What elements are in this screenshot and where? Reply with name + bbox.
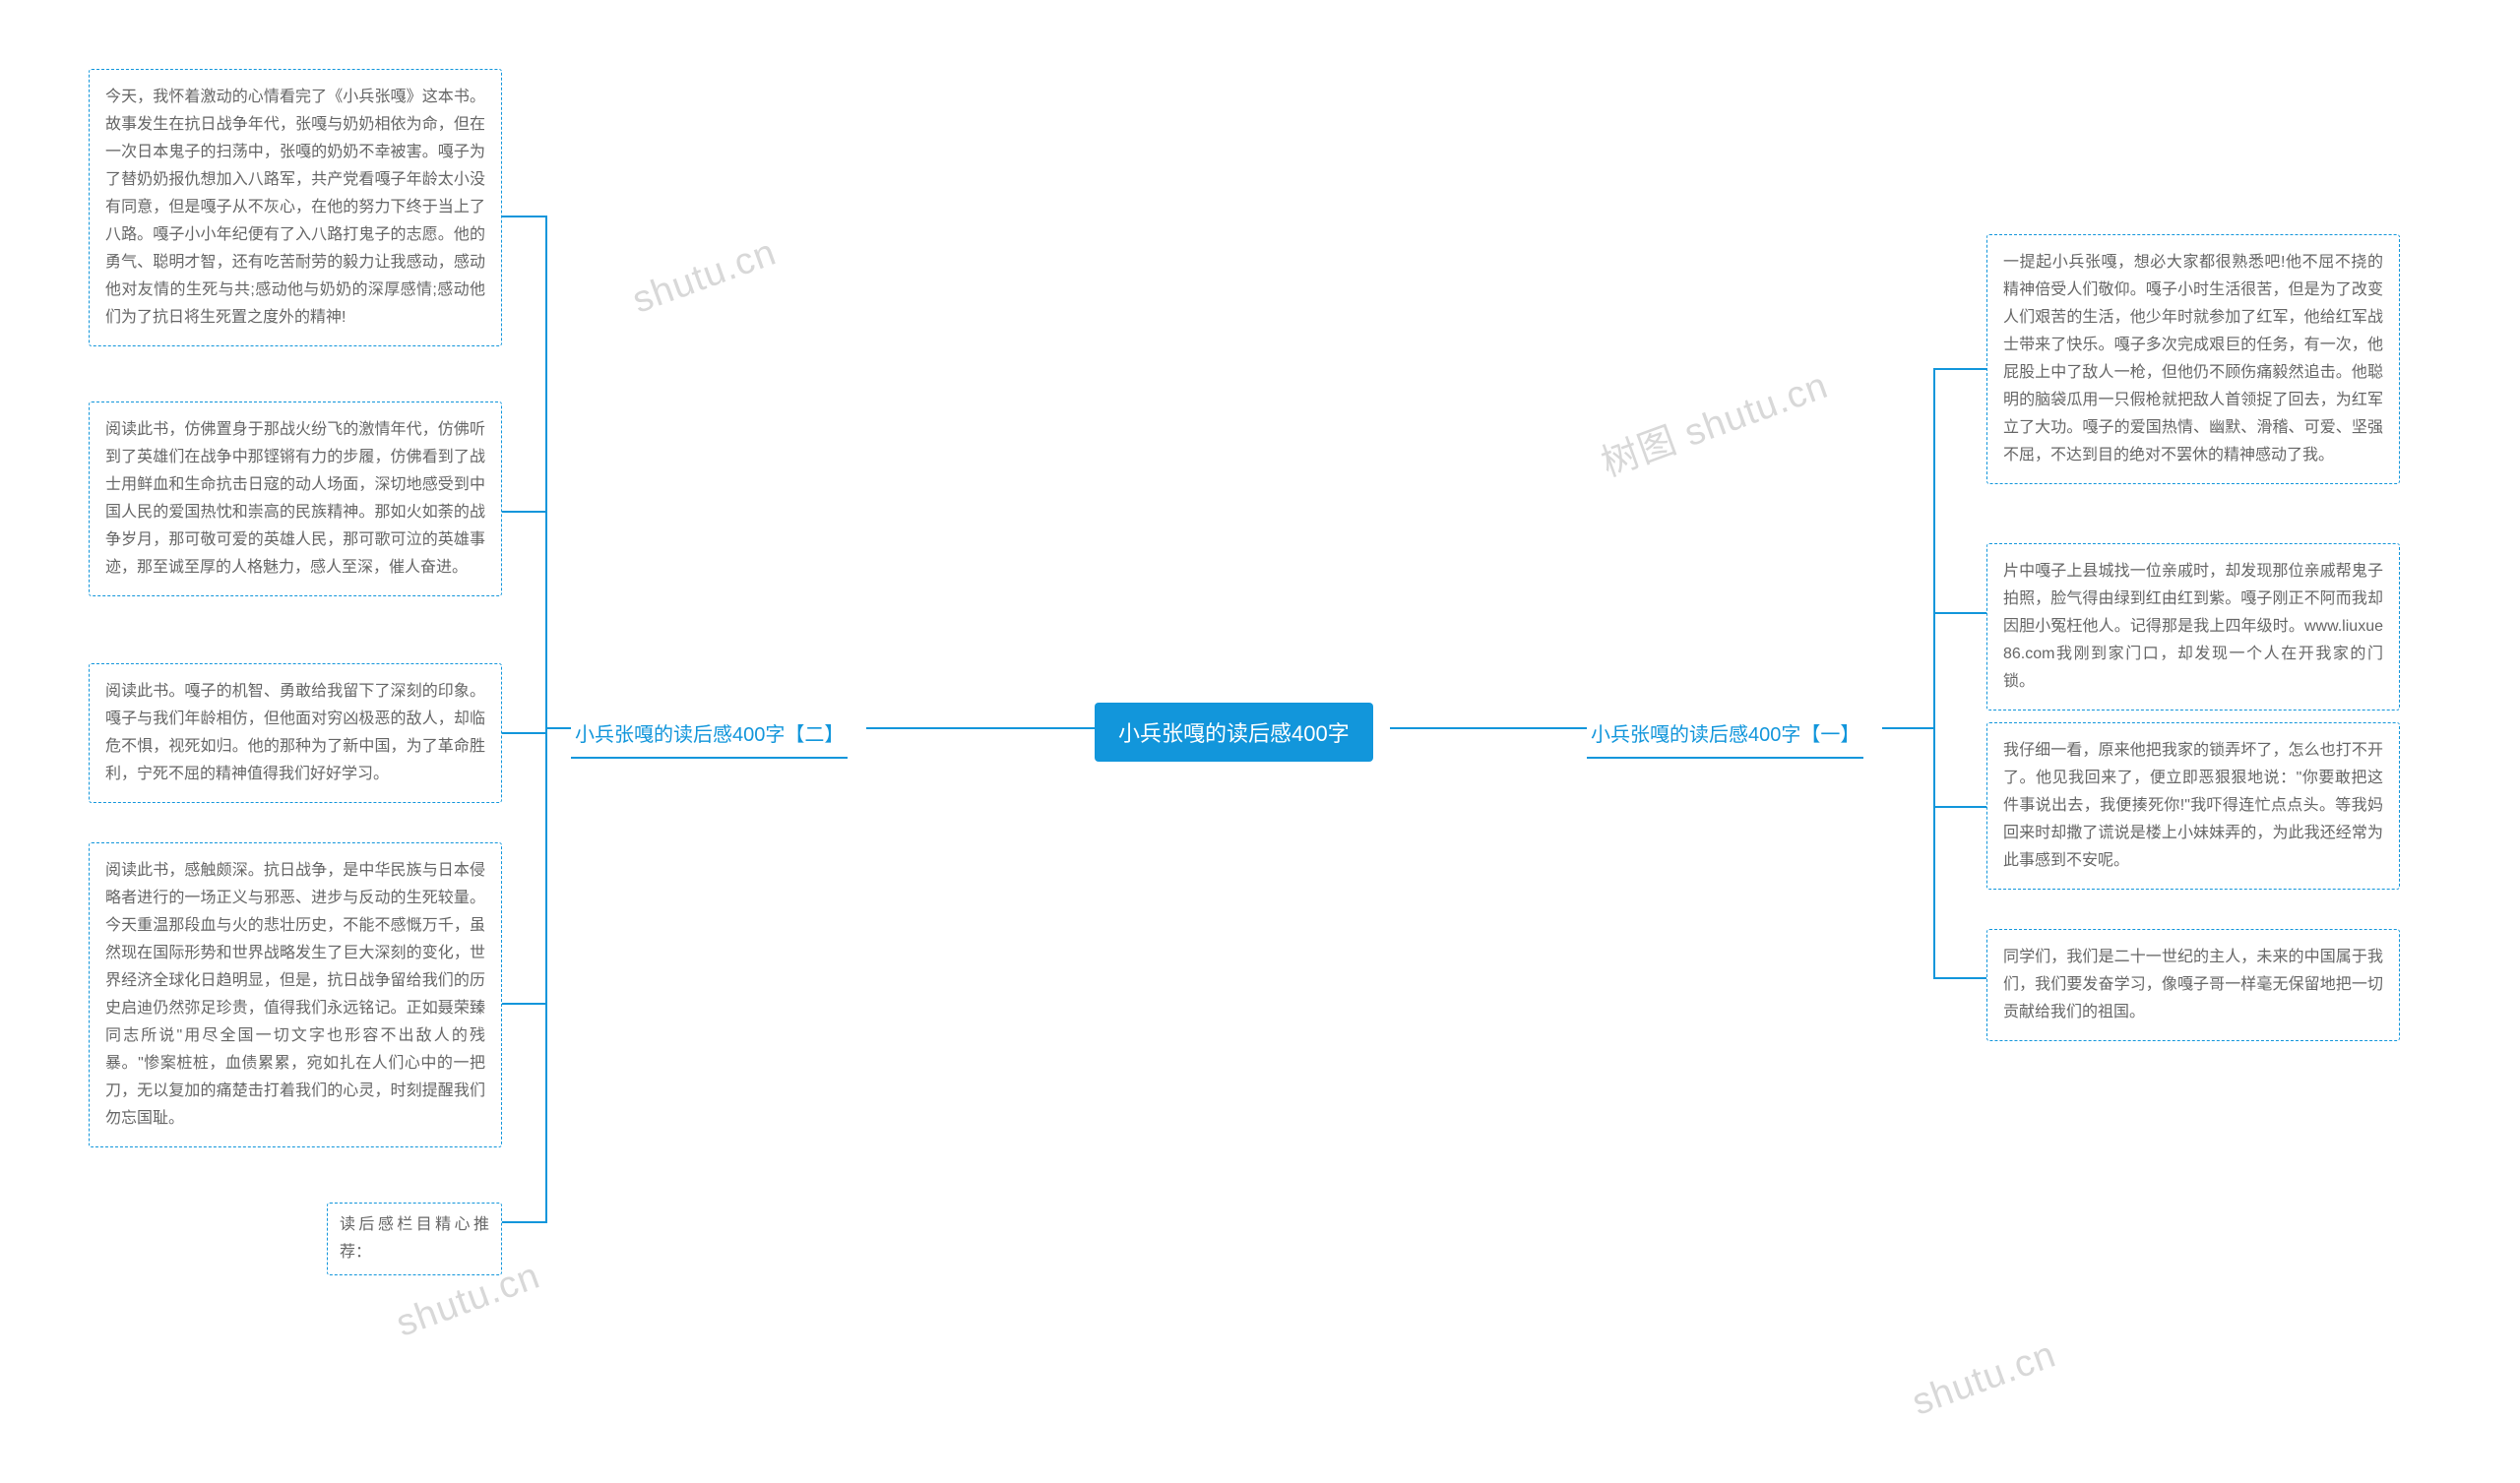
watermark-1: shutu.cn (627, 231, 782, 322)
leaf-right-2[interactable]: 我仔细一看，原来他把我家的锁弄坏了，怎么也打不开了。他见我回来了，便立即恶狠狠地… (1986, 722, 2400, 890)
root-node[interactable]: 小兵张嘎的读后感400字 (1095, 703, 1373, 762)
leaf-right-1[interactable]: 片中嘎子上县城找一位亲戚时，却发现那位亲戚帮鬼子拍照，脸气得由绿到红由红到紫。嘎… (1986, 543, 2400, 711)
watermark-2: 树图 shutu.cn (1593, 354, 1834, 486)
branch-right[interactable]: 小兵张嘎的读后感400字【一】 (1587, 709, 1863, 759)
leaf-left-4[interactable]: 读后感栏目精心推荐： (327, 1203, 502, 1275)
branch-left[interactable]: 小兵张嘎的读后感400字【二】 (571, 709, 848, 759)
watermark-4: shutu.cn (1907, 1333, 2061, 1424)
leaf-left-0[interactable]: 今天，我怀着激动的心情看完了《小兵张嘎》这本书。故事发生在抗日战争年代，张嘎与奶… (89, 69, 502, 346)
leaf-left-1[interactable]: 阅读此书，仿佛置身于那战火纷飞的激情年代，仿佛听到了英雄们在战争中那铿锵有力的步… (89, 402, 502, 596)
leaf-right-3[interactable]: 同学们，我们是二十一世纪的主人，未来的中国属于我们，我们要发奋学习，像嘎子哥一样… (1986, 929, 2400, 1041)
leaf-left-2[interactable]: 阅读此书。嘎子的机智、勇敢给我留下了深刻的印象。嘎子与我们年龄相仿，但他面对穷凶… (89, 663, 502, 803)
leaf-right-0[interactable]: 一提起小兵张嘎，想必大家都很熟悉吧!他不屈不挠的精神倍受人们敬仰。嘎子小时生活很… (1986, 234, 2400, 484)
leaf-left-3[interactable]: 阅读此书，感触颇深。抗日战争，是中华民族与日本侵略者进行的一场正义与邪恶、进步与… (89, 842, 502, 1147)
